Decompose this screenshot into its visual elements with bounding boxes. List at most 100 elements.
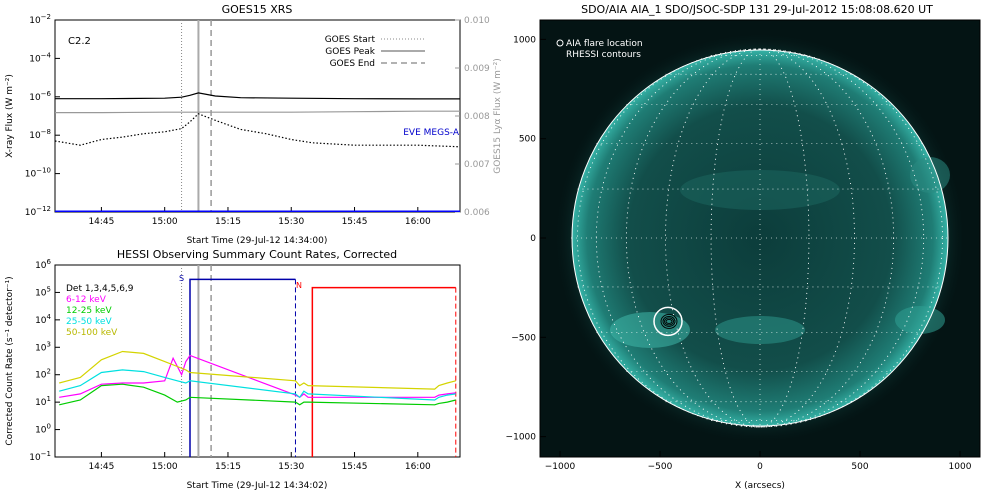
- aia-rhessi-contour: [665, 318, 673, 324]
- goes-ytick-right-label: 0.010: [464, 16, 490, 26]
- hessi-segment-blue: [189, 278, 296, 457]
- hessi-series-layer: [59, 265, 457, 457]
- aia-y-axis: 1000 500 0 −500 −1000: [506, 35, 546, 443]
- goes-ytick-right-label: 0.009: [464, 64, 490, 74]
- aia-bright-region-sw: [610, 312, 690, 348]
- aia-xtick-label: 500: [851, 462, 868, 472]
- hessi-ytick-exponent: −1: [41, 450, 51, 458]
- hessi-ytick-label: 10−1: [29, 450, 51, 463]
- hessi-series-6-12-kev: [59, 354, 456, 399]
- aia-ytick-label: 500: [519, 135, 536, 145]
- goes-eve-annotation: EVE MEGS-A: [403, 128, 460, 138]
- hessi-ytick-exponent: 4: [47, 313, 52, 321]
- aia-legend-flare: AIA flare location: [566, 39, 643, 49]
- goes-ytick-exponent: −6: [41, 90, 52, 98]
- hessi-ytick-label: 106: [35, 258, 51, 271]
- hessi-ytick-exponent: 5: [47, 285, 51, 293]
- goes-title: GOES15 XRS: [222, 3, 293, 16]
- aia-legend-rhessi: RHESSI contours: [566, 50, 641, 60]
- hessi-ytick-label: 100: [35, 423, 51, 436]
- goes-series-layer: [55, 20, 460, 212]
- hessi-xtick-label: 16:00: [405, 462, 431, 472]
- aia-grid-longitude: [577, 48, 943, 428]
- goes-y-axis-right: 0.010 0.009 0.008 0.007 0.006: [455, 16, 490, 218]
- goes-legend-start: GOES Start: [325, 35, 376, 45]
- goes-series-ly-: [55, 110, 460, 114]
- hessi-legend-6-12: 6-12 keV: [66, 295, 107, 305]
- hessi-xtick-label: 15:15: [215, 462, 241, 472]
- aia-rhessi-contour: [660, 313, 678, 329]
- aia-xtick-label: −1000: [545, 462, 576, 472]
- hessi-ytick-label: 105: [35, 285, 51, 298]
- hessi-legend: Det 1,3,4,5,6,9 6-12 keV 12-25 keV 25-50…: [66, 284, 134, 338]
- goes-plot-frame: [54, 19, 461, 213]
- goes-ytick-label: 10−12: [25, 205, 51, 218]
- aia-heliographic-grid: [571, 48, 949, 428]
- goes-ytick-right-label: 0.007: [464, 160, 490, 170]
- hessi-ytick-label: 101: [35, 395, 51, 408]
- goes-y-label: X-ray Flux (W m⁻²): [5, 74, 15, 158]
- aia-bright-region-ne: [910, 157, 950, 193]
- goes-ytick-exponent: −4: [41, 51, 52, 59]
- aia-ytick-label: −1000: [506, 433, 537, 443]
- hessi-xtick-label: 14:45: [88, 462, 114, 472]
- goes-x-axis: 14:45 15:00 15:15 15:30 15:45 16:00: [88, 207, 431, 227]
- hessi-ytick-exponent: 0: [47, 423, 51, 431]
- aia-xtick-label: −500: [648, 462, 673, 472]
- hessi-x-label: Start Time (29-Jul-12 14:34:02): [187, 481, 328, 491]
- aia-ytick-label: 0: [530, 234, 536, 244]
- goes-legend-end: GOES End: [330, 59, 375, 69]
- goes-ytick-exponent: −12: [36, 205, 51, 213]
- aia-xtick-label: 1000: [949, 462, 972, 472]
- goes-xtick-label: 15:30: [278, 217, 304, 227]
- goes-ytick-exponent: −8: [41, 128, 51, 136]
- aia-rhessi-contour: [662, 315, 676, 327]
- hessi-ytick-label: 103: [35, 340, 51, 353]
- aia-xtick-label: 0: [757, 462, 763, 472]
- hessi-ytick-exponent: 6: [47, 258, 52, 266]
- aia-active-regions: [610, 157, 950, 348]
- goes-x-label: Start Time (29-Jul-12 14:34:00): [187, 236, 328, 246]
- hessi-panel: HESSI Observing Summary Count Rates, Cor…: [5, 248, 461, 491]
- goes-xtick-label: 15:00: [152, 217, 178, 227]
- aia-x-label: X (arcsecs): [735, 481, 785, 491]
- hessi-legend-12-25: 12-25 keV: [66, 306, 112, 316]
- hessi-xtick-label: 15:00: [152, 462, 178, 472]
- hessi-x-axis: 14:45 15:00 15:15 15:30 15:45 16:00: [88, 452, 431, 472]
- goes-xtick-label: 15:45: [342, 217, 368, 227]
- aia-bright-region-n: [680, 170, 840, 210]
- aia-title: SDO/AIA AIA_1 SDO/JSOC-SDP 131 29-Jul-20…: [581, 3, 933, 16]
- aia-limb-circle: [571, 49, 949, 427]
- hessi-series-12-25-kev: [59, 383, 456, 406]
- aia-flare-circle: [653, 306, 683, 337]
- goes-ytick-label: 10−10: [25, 167, 51, 180]
- aia-ytick-label: −500: [511, 333, 536, 343]
- goes-ytick-label: 10−8: [29, 128, 51, 141]
- hessi-plot-frame: [54, 264, 461, 458]
- hessi-series-25-50-kev: [59, 369, 456, 401]
- aia-x-axis: −1000 −500 0 500 1000: [545, 451, 972, 472]
- aia-ytick-label: 1000: [513, 35, 536, 45]
- goes-xtick-label: 15:15: [215, 217, 241, 227]
- hessi-marker-s: S: [179, 274, 184, 283]
- aia-bright-region-s: [715, 316, 805, 344]
- hessi-legend-25-50: 25-50 keV: [66, 317, 112, 327]
- aia-rhessi-contour: [664, 317, 674, 326]
- goes-legend: GOES Start GOES Peak GOES End: [325, 35, 425, 69]
- goes-class-label: C2.2: [68, 36, 91, 47]
- hessi-ytick-exponent: 2: [47, 368, 51, 376]
- goes-xtick-label: 16:00: [405, 217, 431, 227]
- goes-ytick-label: 10−4: [29, 51, 51, 64]
- aia-legend: AIA flare location RHESSI contours: [556, 39, 643, 60]
- goes-series-xrs-short: [55, 113, 460, 148]
- aia-flare-marker: [653, 306, 683, 337]
- aia-image-panel: SDO/AIA AIA_1 SDO/JSOC-SDP 131 29-Jul-20…: [506, 3, 981, 491]
- hessi-legend-det: Det 1,3,4,5,6,9: [66, 284, 134, 294]
- goes-xtick-label: 14:45: [88, 217, 114, 227]
- goes-ytick-exponent: −2: [41, 13, 51, 21]
- hessi-title: HESSI Observing Summary Count Rates, Cor…: [117, 248, 397, 261]
- hessi-marker-n: N: [296, 281, 302, 290]
- goes-ytick-right-label: 0.006: [464, 208, 490, 218]
- hessi-ytick-exponent: 3: [47, 340, 51, 348]
